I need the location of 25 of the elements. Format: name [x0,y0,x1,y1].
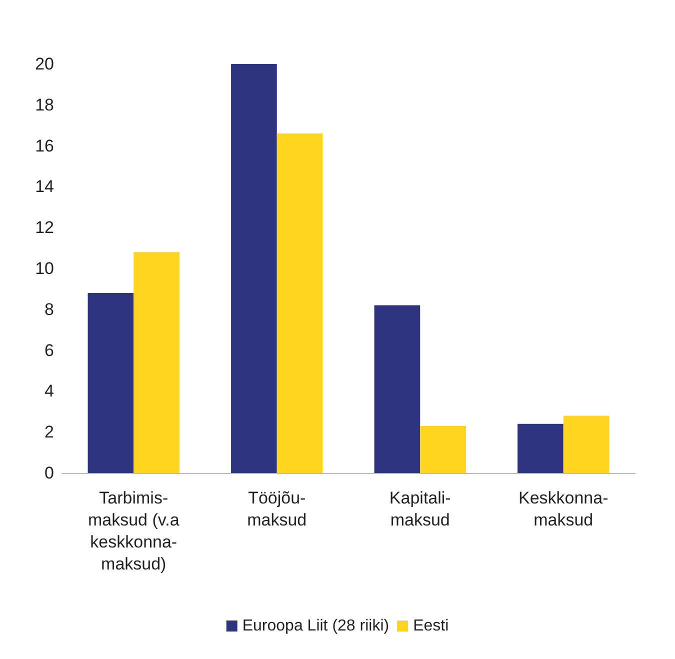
bar [518,424,564,473]
bar [276,134,323,473]
y-tick-label: 2 [44,422,54,442]
bar [88,293,134,473]
y-tick-label: 6 [44,340,54,360]
bar [231,64,277,473]
x-tick-label: Keskkonna- maksud [518,488,608,530]
x-tick-label: Kapitali- maksud [389,488,451,530]
y-tick-label: 0 [44,464,54,482]
y-tick-label: 10 [35,259,54,278]
legend-label: Eesti [413,618,449,634]
bar [563,416,610,473]
x-tick-label: Tarbimis- maksud (v.a keskkonna- maksud) [88,488,180,574]
bar [420,426,466,473]
y-tick-label: 16 [35,136,54,156]
y-tick-label: 4 [44,382,54,401]
bar [134,252,180,473]
y-tick-label: 20 [35,54,54,74]
y-tick-label: 8 [44,300,54,319]
bar [374,305,420,473]
y-tick-label: 18 [35,95,54,114]
x-tick-label: Tööjõu- maksud [247,488,307,530]
y-tick-label: 14 [35,177,54,196]
y-tick-label: 12 [35,218,54,238]
legend-label: Euroopa Liit (28 riiki) [242,618,390,634]
